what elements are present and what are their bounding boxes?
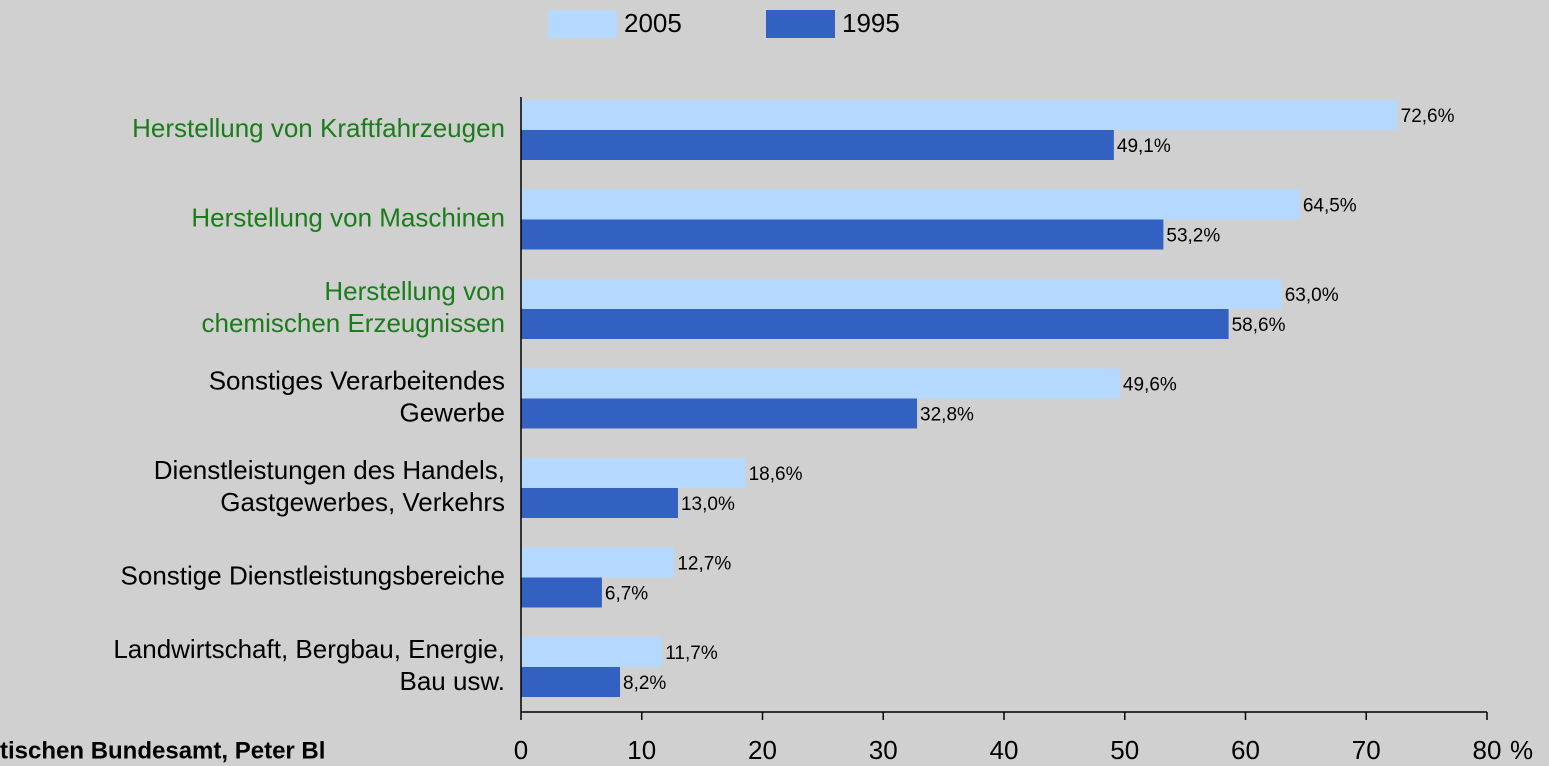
x-tick-label: 0 [514, 735, 528, 765]
bar [521, 488, 678, 518]
bar [521, 547, 675, 578]
value-label: 32,8% [920, 405, 974, 426]
x-tick-label: 60 [1231, 735, 1260, 765]
bar [521, 189, 1300, 220]
x-axis-unit: % [1510, 735, 1533, 765]
bar [521, 667, 621, 697]
x-tick-label: 40 [990, 735, 1019, 765]
category-label: Sonstige Dienstleistungsbereiche [121, 560, 505, 590]
bar [521, 398, 918, 429]
category-label: Dienstleistungen des Handels, Gastgewerbe… [154, 455, 505, 517]
bar [521, 368, 1120, 399]
category-label: Sonstiges Verarbeitendes Gewerbe [209, 365, 505, 427]
value-label: 49,6% [1123, 375, 1177, 396]
value-label: 13,0% [681, 494, 735, 515]
category-label: Herstellung von Kraftfahrzeugen [132, 113, 505, 143]
category-label: Herstellung von Maschinen [191, 202, 505, 232]
bar [521, 637, 663, 667]
category-label: Herstellung von chemischen Erzeugnissen [202, 276, 506, 338]
category-label: Landwirtschaft, Bergbau, Energie, Bau usw… [113, 634, 505, 696]
source-note: tischen Bundesamt, Peter Bl [0, 737, 325, 764]
legend-swatch [766, 10, 835, 38]
legend-label: 2005 [624, 8, 682, 38]
bar [521, 279, 1282, 309]
bar [521, 130, 1114, 160]
value-label: 12,7% [677, 554, 731, 575]
value-label: 58,6% [1232, 315, 1286, 336]
value-label: 6,7% [605, 584, 648, 605]
value-label: 53,2% [1166, 226, 1220, 247]
legend-swatch [548, 10, 617, 38]
value-label: 49,1% [1117, 136, 1171, 157]
value-label: 64,5% [1303, 196, 1357, 217]
x-tick-label: 50 [1110, 735, 1139, 765]
value-label: 63,0% [1285, 285, 1339, 306]
value-label: 72,6% [1401, 106, 1455, 127]
x-tick-label: 20 [748, 735, 777, 765]
bar [521, 458, 746, 488]
value-label: 18,6% [749, 464, 803, 485]
x-tick-label: 30 [869, 735, 898, 765]
bar [521, 100, 1398, 130]
legend-label: 1995 [842, 8, 900, 38]
value-label: 8,2% [623, 673, 666, 694]
bar [521, 219, 1164, 250]
bar [521, 309, 1229, 339]
bar [521, 577, 602, 608]
x-tick-label: 70 [1352, 735, 1381, 765]
x-tick-label: 10 [627, 735, 656, 765]
x-tick-label: 80 [1473, 735, 1502, 765]
value-label: 11,7% [665, 643, 718, 664]
